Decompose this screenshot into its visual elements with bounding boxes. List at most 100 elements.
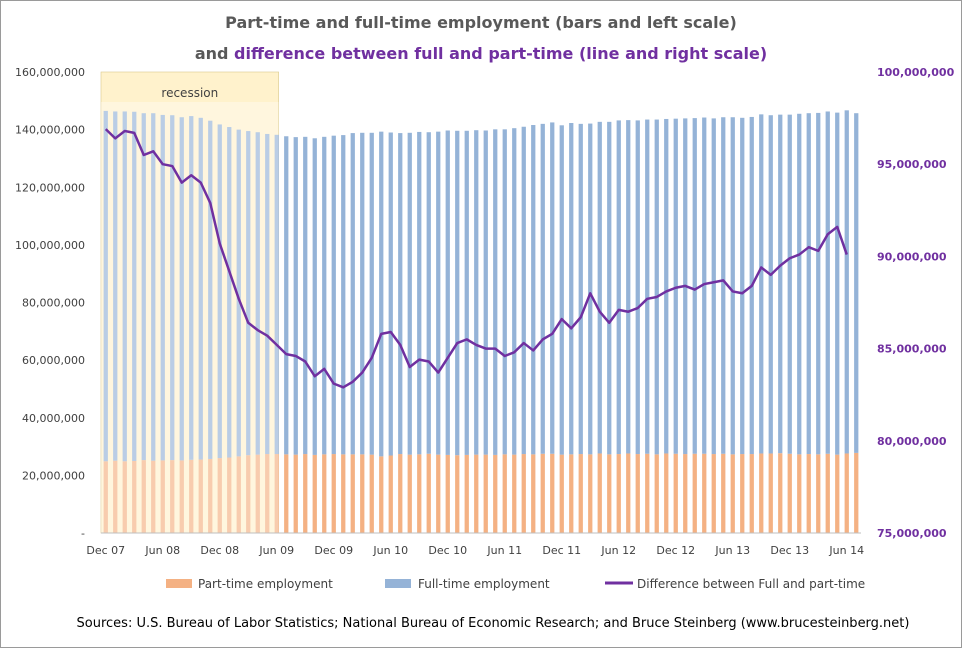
bar-full-time: [721, 117, 726, 454]
bar-full-time: [702, 117, 707, 454]
bar-full-time: [654, 119, 659, 455]
bar-part-time: [179, 460, 184, 533]
bar-part-time: [664, 453, 669, 533]
bar-full-time: [445, 130, 450, 455]
bar-part-time: [569, 454, 574, 533]
bar-full-time: [312, 138, 317, 455]
bar-part-time: [578, 454, 583, 533]
bar-full-time: [103, 110, 108, 462]
difference-line-layer: [104, 128, 848, 389]
bar-full-time: [597, 121, 602, 454]
x-tick-label: Jun 14: [828, 544, 864, 557]
bar-part-time: [445, 454, 450, 533]
bar-part-time: [645, 453, 650, 533]
x-tick-label: Jun 08: [144, 544, 180, 557]
left-tick-label: 100,000,000: [15, 239, 85, 252]
bar-full-time: [331, 135, 336, 455]
bar-full-time: [341, 135, 346, 455]
legend-label-part-time: Part-time employment: [198, 577, 333, 591]
bar-full-time: [521, 126, 526, 455]
bar-full-time: [284, 136, 289, 455]
bar-part-time: [398, 454, 403, 533]
bar-part-time: [407, 454, 412, 533]
bar-full-time: [369, 132, 374, 455]
bar-full-time: [426, 132, 431, 454]
bar-part-time: [436, 454, 441, 533]
bar-layer: [103, 110, 859, 533]
bar-part-time: [265, 454, 270, 533]
bar-full-time: [835, 112, 840, 455]
bar-part-time: [759, 453, 764, 533]
bar-part-time: [341, 454, 346, 533]
bar-full-time: [502, 129, 507, 455]
bar-part-time: [597, 453, 602, 533]
bar-full-time: [559, 125, 564, 455]
bar-full-time: [711, 118, 716, 455]
bar-part-time: [379, 456, 384, 533]
bar-full-time: [122, 111, 127, 462]
bar-part-time: [113, 460, 118, 533]
bar-full-time: [455, 130, 460, 456]
bar-part-time: [550, 453, 555, 533]
bar-full-time: [379, 131, 384, 457]
bar-part-time: [588, 454, 593, 533]
bar-full-time: [588, 123, 593, 455]
bar-full-time: [626, 120, 631, 454]
bar-full-time: [198, 117, 203, 460]
bar-part-time: [122, 461, 127, 533]
bar-full-time: [531, 125, 536, 455]
bar-part-time: [540, 453, 545, 533]
bar-full-time: [664, 118, 669, 454]
bar-part-time: [654, 454, 659, 533]
bar-part-time: [284, 454, 289, 533]
bar-part-time: [455, 455, 460, 533]
bar-full-time: [436, 131, 441, 455]
bar-full-time: [673, 118, 678, 454]
bar-full-time: [759, 114, 764, 454]
bar-part-time: [673, 453, 678, 533]
bar-full-time: [388, 132, 393, 456]
x-tick-label: Dec 12: [656, 544, 695, 557]
bar-part-time: [293, 454, 298, 533]
bar-full-time: [645, 119, 650, 454]
legend: Part-time employment Full-time employmen…: [166, 577, 865, 591]
bar-part-time: [388, 455, 393, 533]
left-tick-label: 160,000,000: [15, 66, 85, 79]
bar-part-time: [274, 454, 279, 533]
bar-part-time: [740, 454, 745, 533]
bar-full-time: [616, 120, 621, 455]
bar-part-time: [559, 454, 564, 533]
bar-full-time: [787, 114, 792, 454]
bar-full-time: [464, 130, 469, 455]
bar-part-time: [141, 460, 146, 533]
bar-part-time: [483, 454, 488, 533]
bar-full-time: [227, 127, 232, 458]
chart-title-line2-highlight: difference between full and part-time (l…: [234, 44, 767, 63]
bar-part-time: [217, 458, 222, 533]
bar-part-time: [787, 453, 792, 533]
left-tick-label: 80,000,000: [22, 297, 85, 310]
x-tick-label: Dec 11: [542, 544, 581, 557]
left-tick-label: -: [81, 527, 85, 540]
chart-title-line1: Part-time and full-time employment (bars…: [225, 13, 737, 32]
bar-part-time: [189, 459, 194, 533]
bar-full-time: [730, 117, 735, 455]
bar-part-time: [730, 454, 735, 533]
left-tick-label: 20,000,000: [22, 469, 85, 482]
bar-full-time: [208, 120, 213, 459]
bar-full-time: [740, 117, 745, 455]
x-tick-label: Jun 11: [486, 544, 522, 557]
bar-part-time: [835, 454, 840, 533]
bar-part-time: [692, 453, 697, 533]
bar-part-time: [426, 453, 431, 533]
bar-full-time: [407, 132, 412, 455]
x-tick-label: Jun 09: [258, 544, 294, 557]
bar-part-time: [844, 453, 849, 533]
bar-full-time: [179, 117, 184, 461]
right-tick-label: 85,000,000: [877, 343, 947, 356]
bar-full-time: [217, 124, 222, 459]
left-tick-label: 120,000,000: [15, 181, 85, 194]
bar-full-time: [635, 120, 640, 455]
bar-part-time: [151, 460, 156, 533]
